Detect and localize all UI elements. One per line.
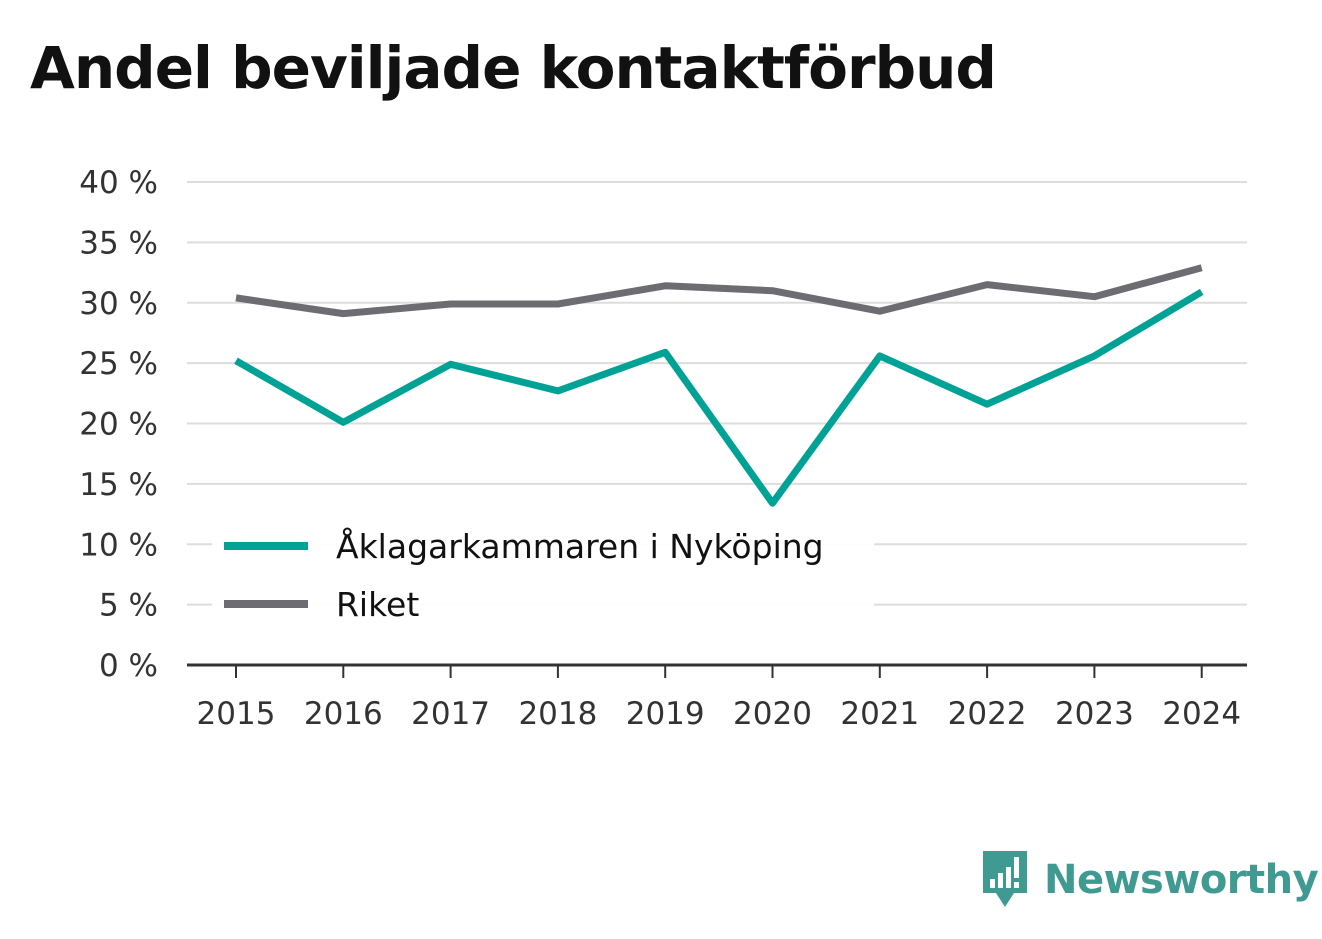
series-line xyxy=(235,264,1203,318)
series-line xyxy=(234,288,1204,507)
y-tick-label: 5 % xyxy=(99,588,158,624)
legend: Åklagarkammaren i Nyköping Riket xyxy=(212,515,874,643)
y-axis-ticks: 0 % 5 % 10 % 15 % 20 % 25 % 30 % 35 % 40 % xyxy=(79,165,158,684)
brand-name: Newsworthy xyxy=(1044,857,1319,903)
y-tick-label: 15 % xyxy=(79,467,158,503)
x-tick-label: 2017 xyxy=(411,696,490,732)
series-lines xyxy=(234,264,1204,507)
y-tick-label: 30 % xyxy=(79,286,158,322)
y-tick-label: 35 % xyxy=(79,225,158,261)
legend-background xyxy=(212,515,874,643)
x-tick-label: 2024 xyxy=(1162,696,1241,732)
x-tick-label: 2019 xyxy=(626,696,705,732)
chart-title: Andel beviljade kontaktförbud xyxy=(30,34,997,102)
x-tick-label: 2015 xyxy=(197,696,276,732)
brand-logo: Newsworthy xyxy=(980,850,1319,910)
legend-label: Åklagarkammaren i Nyköping xyxy=(336,526,824,566)
y-tick-label: 0 % xyxy=(99,648,158,684)
y-tick-label: 40 % xyxy=(79,165,158,201)
y-tick-label: 20 % xyxy=(79,407,158,443)
y-tick-label: 10 % xyxy=(79,527,158,563)
x-tick-label: 2021 xyxy=(840,696,919,732)
legend-label: Riket xyxy=(336,585,419,624)
x-tick-label: 2016 xyxy=(304,696,383,732)
x-tick-label: 2020 xyxy=(733,696,812,732)
newsworthy-logo-icon xyxy=(983,851,1027,907)
x-tick-label: 2022 xyxy=(948,696,1027,732)
x-axis-ticks: 2015 2016 2017 2018 2019 2020 2021 2022 2023 2024 xyxy=(197,665,1241,732)
x-tick-label: 2018 xyxy=(518,696,597,732)
y-tick-label: 25 % xyxy=(79,346,158,382)
x-tick-label: 2023 xyxy=(1055,696,1134,732)
